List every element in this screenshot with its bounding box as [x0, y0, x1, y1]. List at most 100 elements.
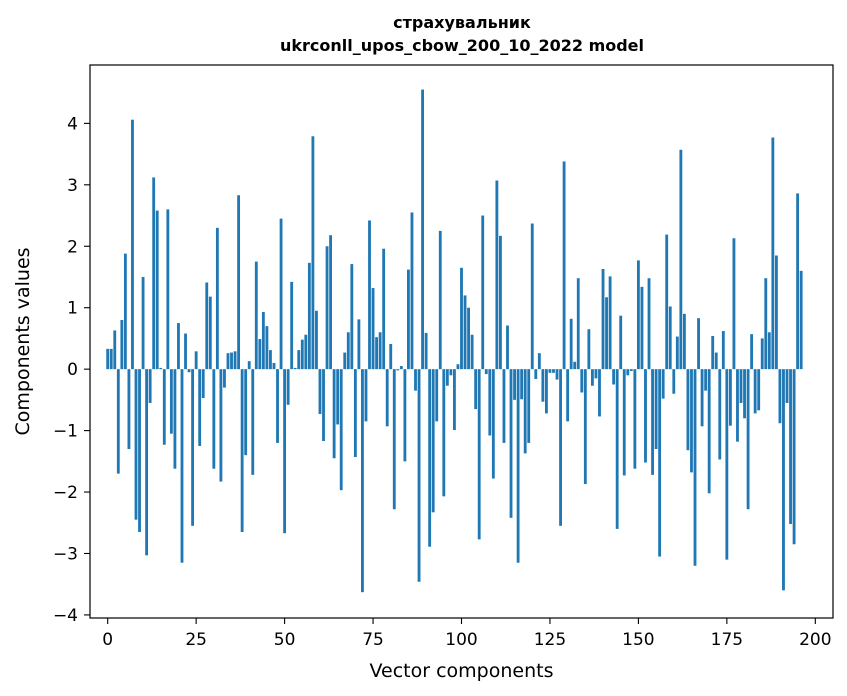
bar-136: [587, 329, 591, 370]
bar-143: [612, 369, 616, 385]
bar-123: [541, 369, 545, 402]
bar-81: [392, 369, 396, 510]
bar-146: [622, 369, 626, 476]
bar-76: [375, 337, 379, 370]
bar-160: [672, 369, 676, 394]
bar-183: [753, 369, 757, 414]
bar-133: [576, 278, 580, 370]
bar-127: [555, 369, 559, 380]
x-tick-label-0: 0: [102, 630, 113, 650]
bar-10: [141, 276, 145, 370]
bar-151: [640, 286, 644, 370]
bar-121: [534, 369, 538, 379]
chart-title-line-1: страхувальник: [393, 13, 531, 32]
bar-196: [799, 270, 803, 370]
bar-192: [785, 369, 789, 403]
bar-66: [339, 369, 343, 491]
bar-87: [414, 369, 417, 391]
bar-18: [169, 369, 173, 434]
x-tick-label-175: 175: [711, 630, 743, 650]
x-tick-label-100: 100: [445, 630, 477, 650]
bar-132: [573, 361, 577, 370]
bar-42: [254, 261, 258, 370]
bar-131: [569, 318, 573, 370]
bar-88: [417, 369, 421, 582]
bar-105: [477, 369, 481, 540]
bar-115: [513, 369, 516, 400]
bar-36: [233, 351, 237, 370]
bar-39: [244, 369, 248, 456]
bar-44: [261, 312, 265, 370]
bar-83: [399, 366, 403, 370]
bar-50: [283, 369, 287, 534]
bar-21: [180, 369, 184, 563]
bar-89: [421, 89, 424, 370]
x-tick-label-75: 75: [362, 630, 384, 650]
bar-155: [654, 369, 658, 450]
chart-title-line-2: ukrconll_upos_cbow_200_10_2022 model: [280, 36, 644, 55]
bar-173: [718, 369, 722, 460]
bar-175: [725, 369, 729, 560]
bar-27: [201, 369, 205, 399]
bar-174: [721, 331, 725, 370]
bar-189: [774, 255, 778, 370]
bar-13: [152, 177, 156, 370]
bar-180: [743, 369, 746, 419]
bar-164: [686, 369, 690, 451]
bar-55: [300, 339, 304, 370]
bar-149: [633, 369, 637, 469]
bar-84: [403, 369, 407, 462]
bar-182: [750, 334, 754, 370]
bar-61: [322, 369, 325, 442]
bar-104: [474, 369, 478, 410]
x-tick-label-200: 200: [799, 630, 831, 650]
bar-77: [378, 332, 382, 370]
bar-52: [290, 281, 294, 370]
bar-9: [138, 369, 141, 532]
bar-193: [789, 369, 792, 524]
bar-0: [106, 348, 110, 370]
bar-11: [145, 369, 149, 556]
bar-191: [782, 369, 785, 591]
bar-111: [499, 235, 502, 370]
bar-184: [757, 369, 761, 411]
bar-69: [350, 264, 354, 370]
bar-41: [251, 369, 255, 475]
bar-107: [484, 369, 488, 375]
bar-113: [506, 325, 509, 370]
bar-122: [537, 353, 541, 370]
bar-194: [792, 369, 796, 545]
bar-53: [293, 367, 297, 370]
bars-group: [106, 89, 803, 593]
bar-45: [265, 326, 269, 370]
bar-108: [488, 369, 492, 436]
bar-34: [226, 353, 230, 370]
bar-25: [194, 351, 198, 370]
bar-103: [470, 334, 474, 370]
y-tick-label--3: −3: [53, 544, 78, 564]
bar-67: [343, 352, 347, 370]
bar-65: [336, 369, 340, 425]
bar-128: [559, 369, 562, 526]
bar-75: [371, 288, 375, 370]
bar-15: [159, 367, 163, 370]
bar-100: [460, 267, 463, 370]
bar-137: [590, 369, 594, 386]
bar-28: [205, 282, 209, 370]
bar-116: [516, 369, 520, 563]
bar-157: [661, 369, 665, 399]
bar-85: [407, 269, 410, 370]
bar-120: [530, 223, 534, 370]
bar-138: [594, 369, 598, 379]
plot-area-frame: [89, 64, 834, 619]
bar-102: [467, 307, 470, 370]
bar-168: [700, 369, 704, 427]
bar-169: [704, 369, 708, 391]
bar-79: [385, 369, 389, 427]
bar-14: [155, 210, 159, 370]
bar-141: [605, 297, 608, 370]
bar-16: [162, 369, 166, 445]
bar-23: [187, 369, 191, 373]
bar-2: [113, 330, 117, 370]
bar-178: [736, 369, 739, 442]
